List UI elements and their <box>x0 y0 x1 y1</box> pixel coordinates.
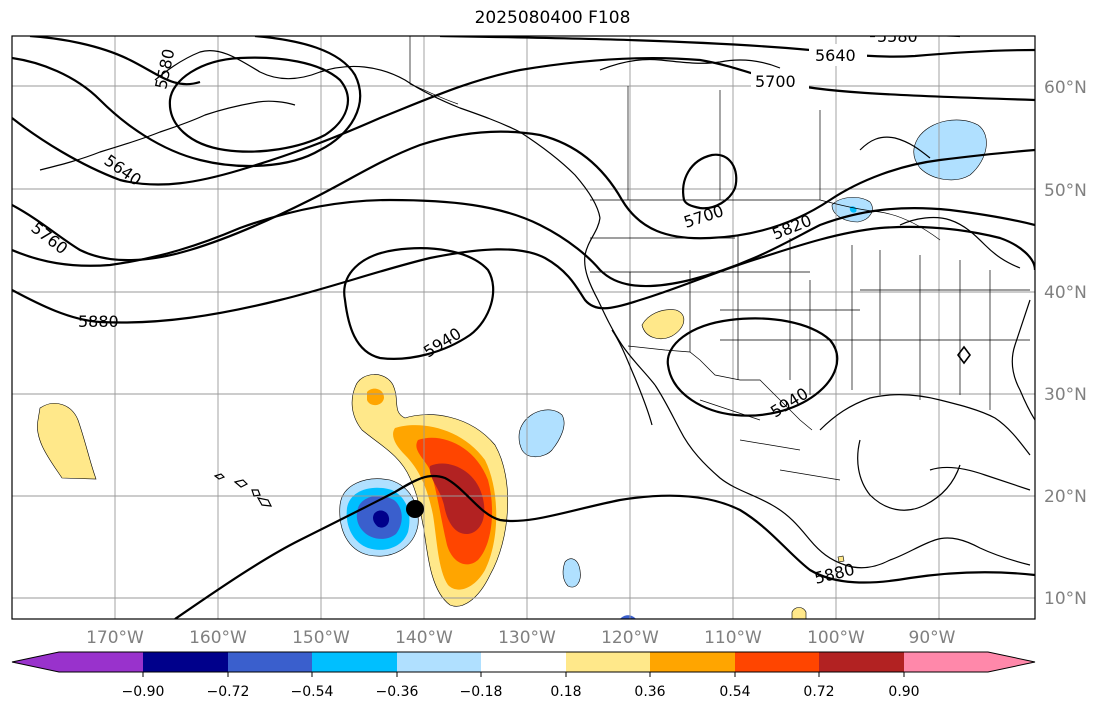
anomaly-negative-patch-1 <box>518 409 565 458</box>
lon-label-90w: 90°W <box>909 628 956 648</box>
lat-label-10n: 10°N <box>1044 589 1087 609</box>
contour-5940-mexico <box>666 317 839 417</box>
coast-hawaii-4 <box>256 497 273 507</box>
anomaly-positive-blob-west <box>37 403 97 480</box>
colorbar-ticks <box>142 672 905 677</box>
coast-hudson <box>859 136 931 159</box>
lon-label-130w: 130°W <box>498 628 556 648</box>
colorbar-label-4: −0.36 <box>376 684 419 700</box>
map-plot-area: 5640 5700 5580 5640 5760 5700 5820 5880 … <box>12 27 1035 619</box>
lat-label-40n: 40°N <box>1044 283 1087 303</box>
colorbar-label-6: 0.18 <box>550 684 581 700</box>
latitude-labels: 60°N 50°N 40°N 30°N 20°N 10°N <box>1044 78 1087 609</box>
map-title: 2025080400 F108 <box>474 8 631 28</box>
contour-label-5880-w: 5880 <box>78 312 119 331</box>
colorbar-segment-2 <box>228 652 312 672</box>
colorbar-segment-7 <box>650 652 735 672</box>
lon-label-110w: 110°W <box>704 628 762 648</box>
colorbar-segment-8 <box>735 652 819 672</box>
border-us-mexico <box>627 345 813 431</box>
contour-label-5700-n: 5700 <box>755 72 796 91</box>
border-alaska-canada <box>409 36 459 105</box>
anomaly-negative-patch-small <box>620 615 636 619</box>
coast-baja-pen <box>611 329 653 426</box>
coast-alaska-south <box>39 100 296 171</box>
colorbar-label-9: 0.72 <box>803 684 834 700</box>
colorbar-label-1: −0.90 <box>122 684 165 700</box>
lat-label-30n: 30°N <box>1044 385 1087 405</box>
lon-label-170w: 170°W <box>86 628 144 648</box>
anomaly-positive-patch-small-1 <box>791 607 807 619</box>
coast-cuba <box>929 466 1031 491</box>
storm-center-dot <box>406 500 424 518</box>
contour-label-5640-ne: 5640 <box>815 46 856 65</box>
contour-label-5580-ne: 5580 <box>877 27 918 46</box>
anomaly-negative-navy <box>373 510 390 528</box>
coast-baja <box>654 384 891 569</box>
coastlines <box>39 50 1035 569</box>
contour-island-small <box>957 345 971 365</box>
colorbar-segment-3 <box>312 652 397 672</box>
colorbar-segment-9 <box>819 652 904 672</box>
coast-arctic <box>599 58 781 71</box>
anomaly-fills <box>37 119 987 619</box>
lat-label-50n: 50°N <box>1044 181 1087 201</box>
lat-label-60n: 60°N <box>1044 78 1087 98</box>
longitude-labels: 170°W 160°W 150°W 140°W 130°W 120°W 110°… <box>86 628 956 648</box>
anomaly-negative-patch-3 <box>913 119 987 181</box>
coast-bc <box>584 217 656 386</box>
border-canada-prov <box>627 86 821 200</box>
colorbar-segment-over <box>904 652 1035 672</box>
colorbar-label-10: 0.90 <box>888 684 919 700</box>
anomaly-positive-darkred <box>429 463 485 535</box>
lon-label-160w: 160°W <box>189 628 247 648</box>
contour-5880 <box>12 225 1035 324</box>
coast-hawaii-3 <box>251 489 261 497</box>
lat-label-20n: 20°N <box>1044 487 1087 507</box>
colorbar-segment-6 <box>566 652 650 672</box>
colorbar-segment-1 <box>143 652 228 672</box>
border-states <box>590 236 1030 410</box>
coast-central-am <box>889 537 1031 566</box>
colorbar-label-2: −0.72 <box>207 684 250 700</box>
contour-5820 <box>12 198 1035 288</box>
colorbar-label-7: 0.36 <box>634 684 665 700</box>
map-frame <box>11 35 1036 620</box>
anomaly-positive-patch-mexico <box>641 309 685 339</box>
colorbar-label-3: −0.54 <box>291 684 334 700</box>
anomaly-positive-patch-small-2 <box>837 555 845 563</box>
colorbar-segment-4 <box>397 652 481 672</box>
anomaly-negative-patch-2 <box>562 558 581 588</box>
colorbar: −0.90 −0.72 −0.54 −0.36 −0.18 0.18 0.36 … <box>11 651 1036 700</box>
coast-alaska <box>154 50 601 219</box>
contour-5760 <box>12 130 1035 262</box>
coast-hawaii-2 <box>233 479 249 488</box>
coast-east <box>1011 299 1035 421</box>
anomaly-positive-orange-small <box>367 388 384 406</box>
colorbar-outline <box>11 651 1036 673</box>
contour-5940-high <box>343 247 495 360</box>
contour-5700-low <box>682 153 738 210</box>
lon-label-150w: 150°W <box>292 628 350 648</box>
coast-yucatan <box>857 439 961 511</box>
colorbar-segment-under <box>12 652 143 672</box>
contour-5880-south <box>174 474 1035 619</box>
colorbar-segment-5 <box>481 652 566 672</box>
coast-gulf <box>819 394 1031 456</box>
lon-label-120w: 120°W <box>601 628 659 648</box>
lon-label-100w: 100°W <box>807 628 865 648</box>
contour-5640-low <box>168 56 349 153</box>
lon-label-140w: 140°W <box>395 628 453 648</box>
colorbar-label-5: −0.18 <box>460 684 503 700</box>
colorbar-label-8: 0.54 <box>719 684 750 700</box>
coast-hawaii-1 <box>213 473 226 480</box>
contour-5640-north <box>12 36 362 168</box>
